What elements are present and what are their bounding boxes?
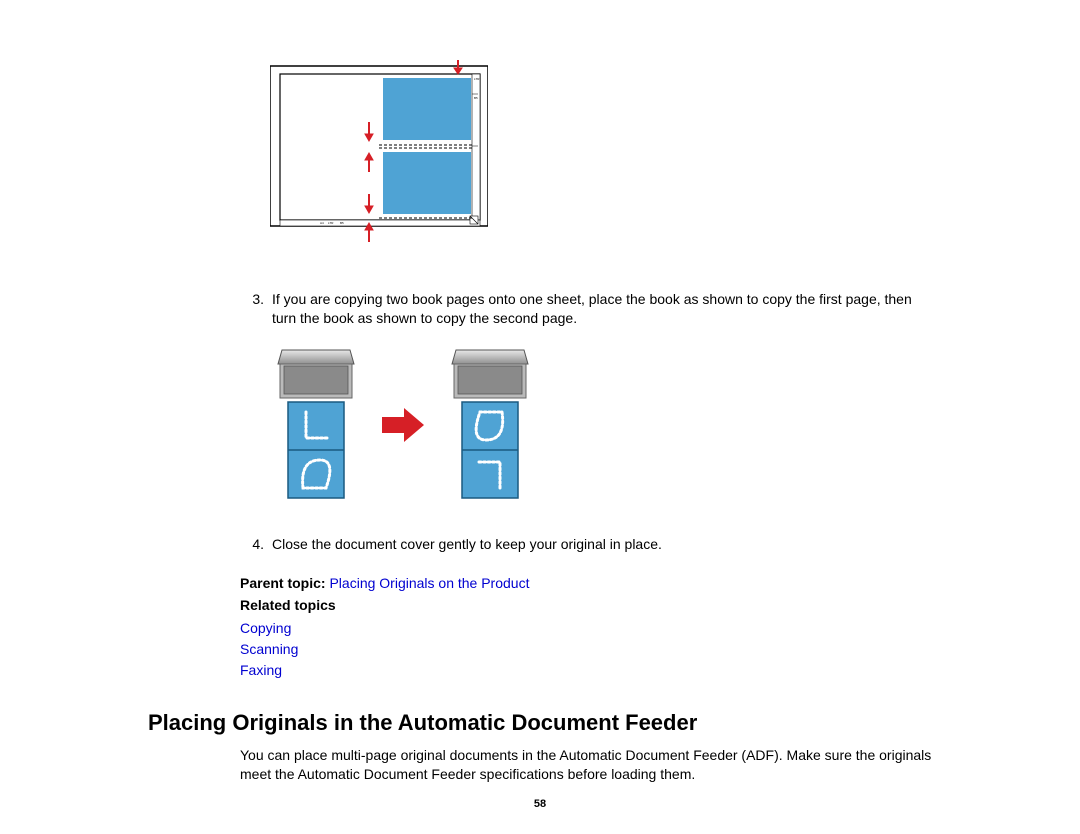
link-faxing[interactable]: Faxing <box>240 662 282 678</box>
step-4: 4. Close the document cover gently to ke… <box>148 535 932 554</box>
step-3-text: If you are copying two book pages onto o… <box>272 290 932 328</box>
scanner-glass-diagram: LTR B5 A4 LTR B5 <box>270 60 932 250</box>
parent-topic-label: Parent topic: <box>240 575 326 591</box>
step-4-text: Close the document cover gently to keep … <box>272 535 932 554</box>
link-scanning[interactable]: Scanning <box>240 641 298 657</box>
scanner-left-icon <box>276 348 356 503</box>
related-topics-label: Related topics <box>240 596 932 615</box>
parent-topic-link[interactable]: Placing Originals on the Product <box>329 575 529 591</box>
step-3-number: 3. <box>240 290 272 328</box>
svg-text:B5: B5 <box>340 221 344 225</box>
parent-topic: Parent topic: Placing Originals on the P… <box>240 574 932 593</box>
step-4-number: 4. <box>240 535 272 554</box>
svg-text:A4: A4 <box>320 221 324 225</box>
svg-text:B5: B5 <box>474 96 478 100</box>
page-number: 58 <box>0 797 1080 812</box>
section-body: You can place multi-page original docume… <box>240 746 932 784</box>
svg-text:LTR: LTR <box>328 221 334 225</box>
section-heading: Placing Originals in the Automatic Docum… <box>148 708 932 738</box>
scanner-right-icon <box>450 348 530 503</box>
book-copy-diagram <box>276 348 932 503</box>
related-topics-links: Copying Scanning Faxing <box>240 619 932 680</box>
step-3: 3. If you are copying two book pages ont… <box>148 290 932 328</box>
arrow-icon <box>382 408 424 442</box>
link-copying[interactable]: Copying <box>240 620 291 636</box>
svg-text:LTR: LTR <box>474 77 480 81</box>
